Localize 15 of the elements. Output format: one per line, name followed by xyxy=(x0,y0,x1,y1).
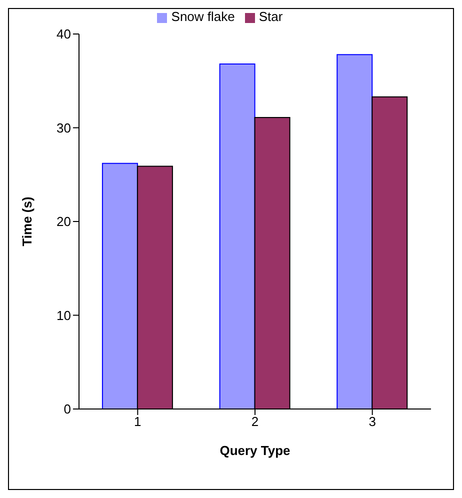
x-tick-label: 3 xyxy=(368,414,376,430)
y-tick-label: 0 xyxy=(64,402,71,417)
y-axis-title: Time (s) xyxy=(20,196,35,246)
bar xyxy=(336,54,373,409)
bar xyxy=(219,64,256,409)
legend-label: Snow flake xyxy=(171,9,235,24)
bar xyxy=(102,162,138,409)
y-tick-label: 30 xyxy=(56,120,71,136)
y-tick-label: 20 xyxy=(56,214,71,230)
x-axis-title: Query Type xyxy=(220,443,290,458)
x-tick-label: 1 xyxy=(134,414,142,430)
y-tick-label: 10 xyxy=(56,308,71,323)
x-tick-label: 2 xyxy=(251,414,259,430)
legend-label: Star xyxy=(258,9,283,24)
y-tick-label: 40 xyxy=(56,26,71,42)
